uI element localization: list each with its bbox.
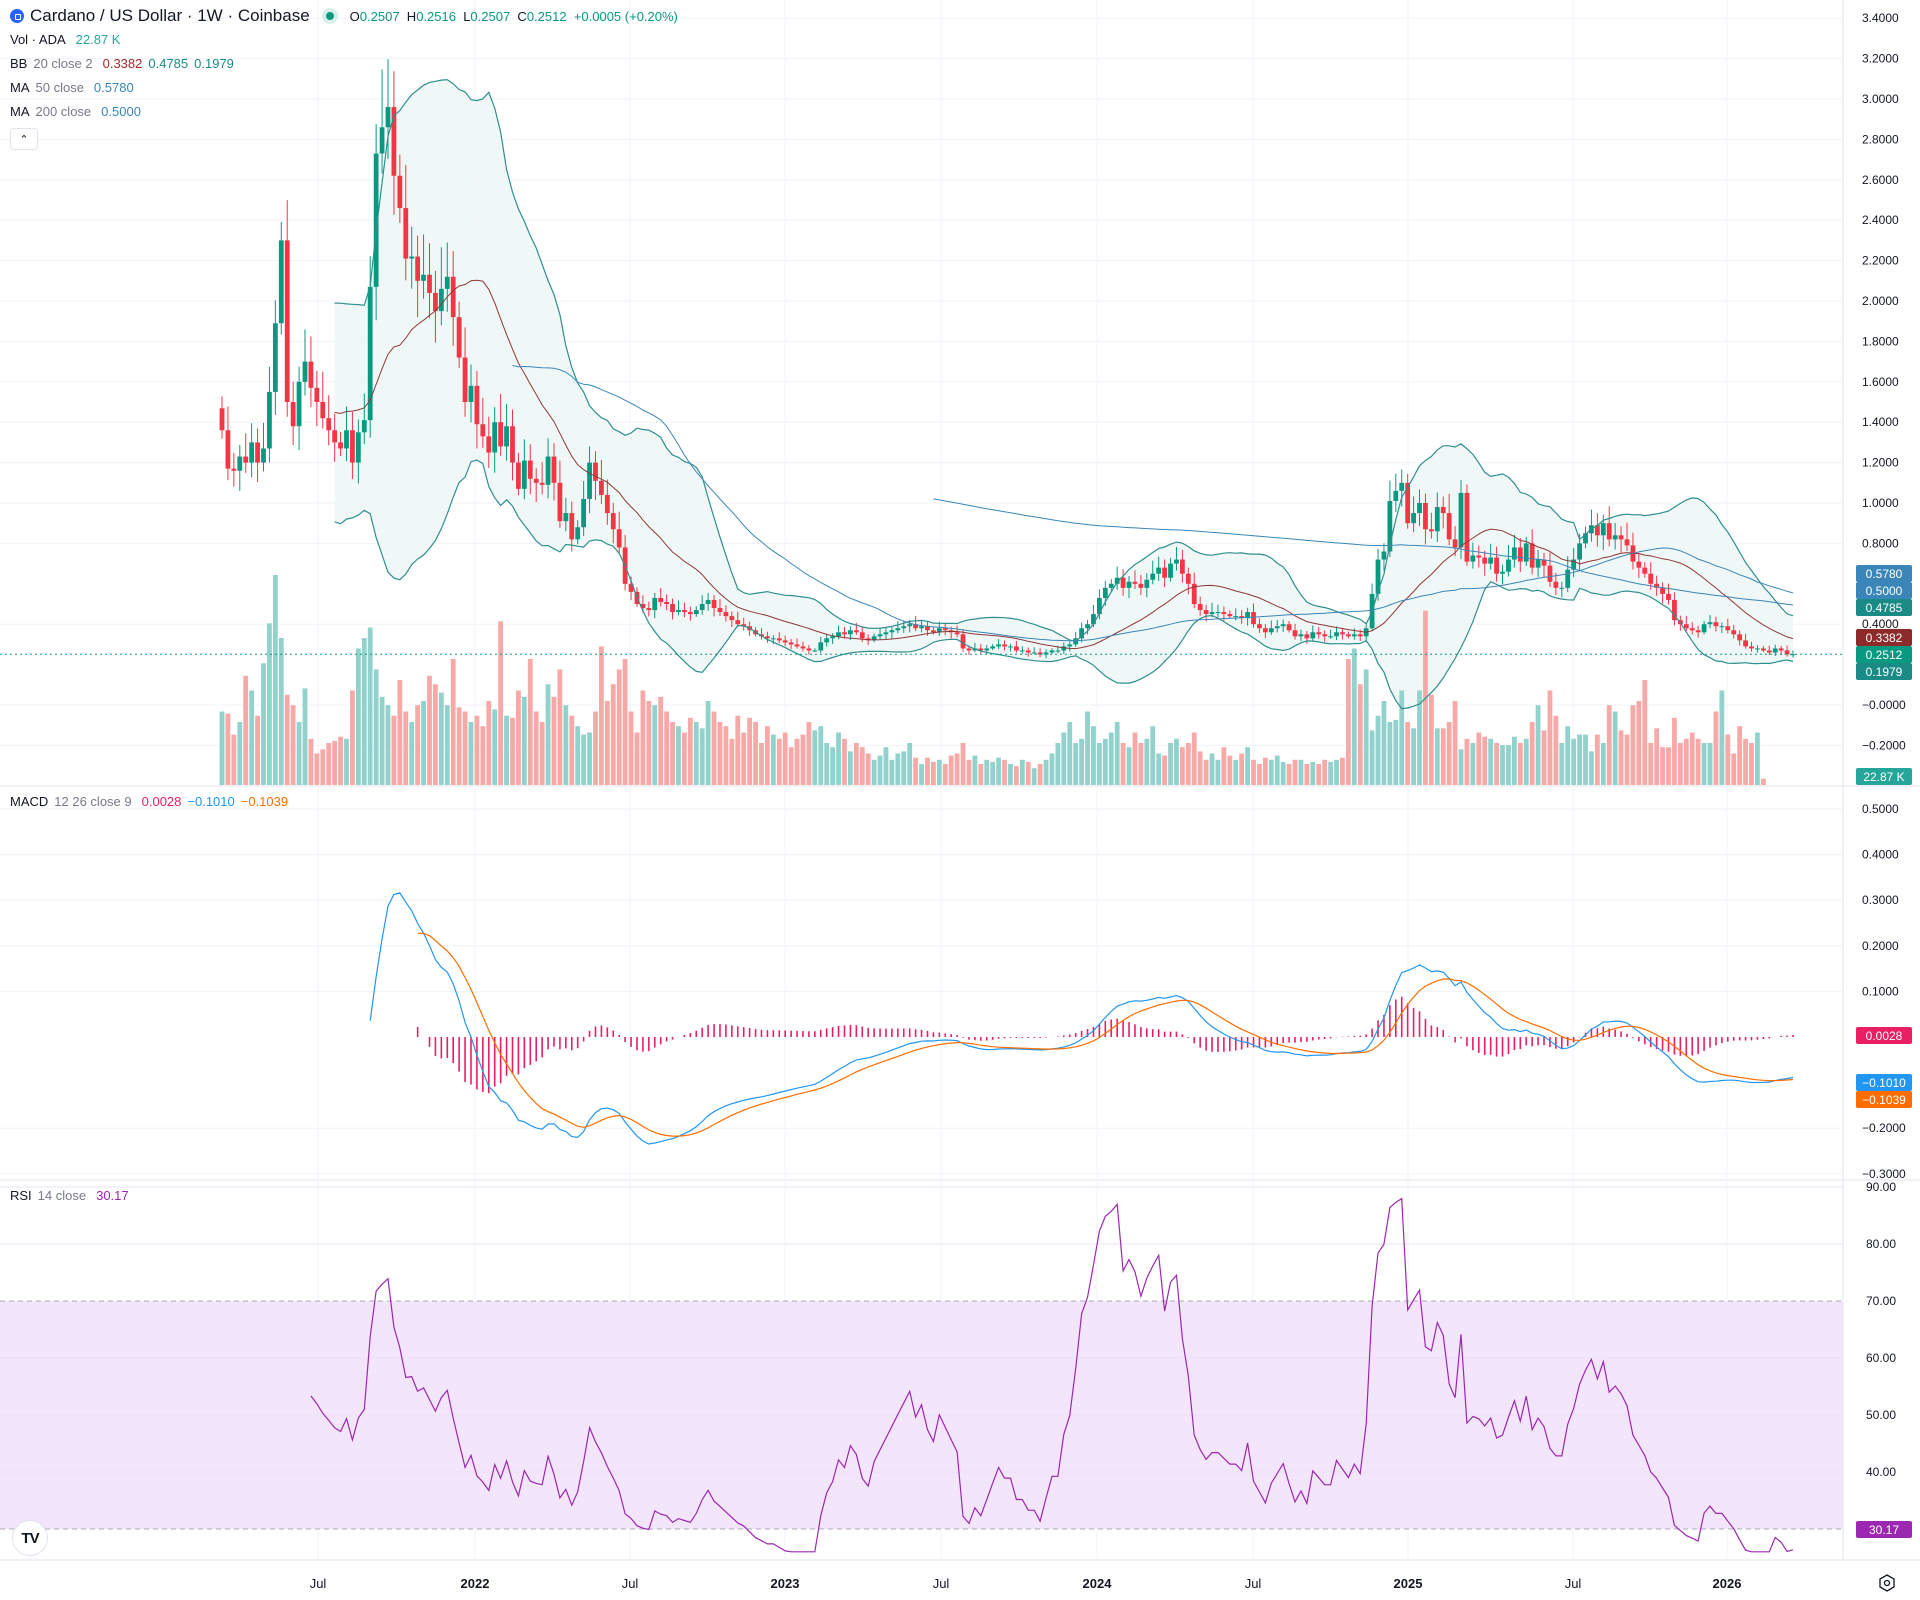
svg-text:1.4000: 1.4000 [1862, 415, 1899, 429]
svg-text:3.4000: 3.4000 [1862, 11, 1899, 25]
svg-text:2.0000: 2.0000 [1862, 294, 1899, 308]
cardano-logo-icon [10, 9, 24, 23]
svg-text:0.0028: 0.0028 [1866, 1029, 1903, 1043]
svg-text:2.2000: 2.2000 [1862, 254, 1899, 268]
svg-text:0.4000: 0.4000 [1862, 848, 1899, 862]
svg-text:−0.3000: −0.3000 [1862, 1167, 1906, 1181]
svg-text:2022: 2022 [461, 1576, 490, 1591]
svg-text:−0.1039: −0.1039 [1862, 1093, 1906, 1107]
svg-text:2024: 2024 [1083, 1576, 1113, 1591]
svg-text:1.8000: 1.8000 [1862, 334, 1899, 348]
collapse-legend-button[interactable]: ⌃ [10, 128, 38, 150]
svg-text:0.4000: 0.4000 [1862, 617, 1899, 631]
svg-text:−0.1010: −0.1010 [1862, 1076, 1906, 1090]
svg-text:−0.2000: −0.2000 [1862, 1121, 1906, 1135]
svg-text:−0.0000: −0.0000 [1862, 698, 1906, 712]
symbol-title[interactable]: Cardano / US Dollar · 1W · Coinbase [30, 6, 310, 25]
svg-text:0.5000: 0.5000 [1862, 802, 1899, 816]
svg-text:3.2000: 3.2000 [1862, 52, 1899, 66]
svg-text:50.00: 50.00 [1866, 1408, 1896, 1422]
svg-text:0.1000: 0.1000 [1862, 984, 1899, 998]
svg-text:2.6000: 2.6000 [1862, 173, 1899, 187]
svg-text:70.00: 70.00 [1866, 1294, 1896, 1308]
svg-text:2.4000: 2.4000 [1862, 213, 1899, 227]
volume-legend[interactable]: Vol · ADA 22.87 K [10, 32, 121, 47]
svg-text:−0.2000: −0.2000 [1862, 738, 1906, 752]
svg-text:0.8000: 0.8000 [1862, 536, 1899, 550]
bollinger-legend[interactable]: BB 20 close 2 0.3382 0.4785 0.1979 [10, 56, 234, 71]
svg-text:0.5000: 0.5000 [1866, 584, 1903, 598]
svg-text:Jul: Jul [933, 1576, 950, 1591]
tradingview-logo[interactable]: TV [12, 1520, 48, 1556]
market-status-icon[interactable] [321, 8, 338, 24]
rsi-legend[interactable]: RSI 14 close 30.17 [10, 1188, 129, 1203]
svg-text:60.00: 60.00 [1866, 1351, 1896, 1365]
svg-text:1.6000: 1.6000 [1862, 375, 1899, 389]
chevron-up-icon: ⌃ [19, 133, 29, 146]
svg-text:2025: 2025 [1394, 1576, 1423, 1591]
svg-text:90.00: 90.00 [1866, 1180, 1896, 1194]
svg-text:2026: 2026 [1713, 1576, 1742, 1591]
symbol-legend: Cardano / US Dollar · 1W · Coinbase O0.2… [10, 6, 678, 26]
svg-text:22.87 K: 22.87 K [1863, 770, 1904, 784]
svg-text:Jul: Jul [1565, 1576, 1582, 1591]
svg-text:80.00: 80.00 [1866, 1237, 1896, 1251]
svg-text:Jul: Jul [310, 1576, 327, 1591]
svg-text:0.2512: 0.2512 [1866, 648, 1903, 662]
svg-text:0.1979: 0.1979 [1866, 665, 1903, 679]
svg-text:Jul: Jul [622, 1576, 639, 1591]
svg-text:1.0000: 1.0000 [1862, 496, 1899, 510]
svg-text:2023: 2023 [771, 1576, 800, 1591]
svg-text:0.3000: 0.3000 [1862, 893, 1899, 907]
svg-text:Jul: Jul [1245, 1576, 1262, 1591]
svg-text:40.00: 40.00 [1866, 1465, 1896, 1479]
svg-text:0.2000: 0.2000 [1862, 939, 1899, 953]
ma200-legend[interactable]: MA 200 close 0.5000 [10, 104, 141, 119]
ma50-legend[interactable]: MA 50 close 0.5780 [10, 80, 134, 95]
svg-text:0.4785: 0.4785 [1866, 601, 1903, 615]
svg-text:30.17: 30.17 [1869, 1523, 1899, 1537]
svg-text:2.8000: 2.8000 [1862, 132, 1899, 146]
settings-gear-icon[interactable] [1878, 1574, 1896, 1592]
svg-text:1.2000: 1.2000 [1862, 456, 1899, 470]
macd-legend[interactable]: MACD 12 26 close 9 0.0028 −0.1010 −0.103… [10, 794, 289, 809]
ohlc-values: O0.2507 H0.2516 L0.2507 C0.2512 +0.0005 … [349, 8, 678, 24]
svg-text:0.5780: 0.5780 [1866, 567, 1903, 581]
svg-text:0.3382: 0.3382 [1866, 631, 1903, 645]
svg-text:3.0000: 3.0000 [1862, 92, 1899, 106]
